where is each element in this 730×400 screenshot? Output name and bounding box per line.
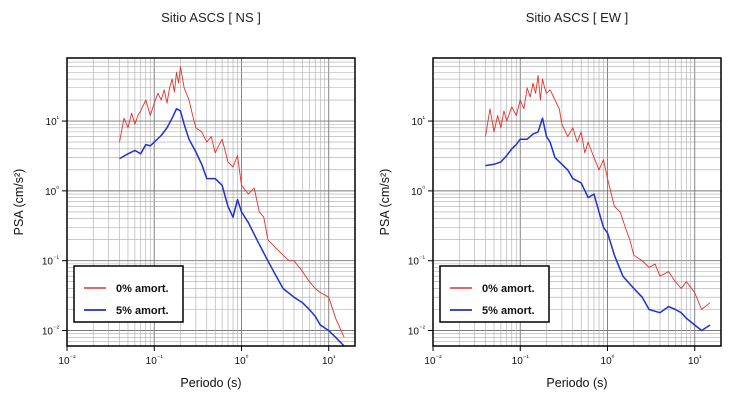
series-group bbox=[485, 74, 711, 332]
y-axis-ticks: 10⁻² 10⁻¹ 10⁰ 10¹ bbox=[42, 116, 67, 338]
chart-panel-ns: Sitio ASCS [ NS ] 10⁻² 10⁻¹ 10⁰ 10¹ 10⁻²10⁻… bbox=[12, 10, 356, 390]
x-tick-label: 10¹ bbox=[322, 355, 336, 367]
legend-label-5pct: 5% amort. bbox=[116, 305, 169, 317]
y-tick-label: 10⁻¹ bbox=[42, 256, 60, 268]
chart-title: Sitio ASCS [ NS ] bbox=[161, 10, 261, 25]
legend: 0% amort. 5% amort. bbox=[439, 265, 550, 323]
x-tick-label: 10⁻¹ bbox=[512, 355, 530, 367]
series-group bbox=[119, 66, 345, 347]
gridlines bbox=[432, 57, 722, 347]
y-tick-label: 10⁻² bbox=[408, 326, 426, 338]
x-tick-label: 10¹ bbox=[688, 355, 702, 367]
series-line-5pct bbox=[119, 108, 345, 347]
y-axis-label: PSA (cm/s²) bbox=[378, 169, 392, 236]
plot-frame bbox=[66, 57, 356, 347]
x-axis-label: Periodo (s) bbox=[180, 376, 241, 390]
legend-box bbox=[73, 265, 184, 323]
series-line-5pct bbox=[485, 117, 711, 332]
chart-panel-ew: Sitio ASCS [ EW ] 10⁻² 10⁻¹ 10⁰ 10¹ 10⁻²10⁻… bbox=[378, 10, 722, 390]
x-axis-ticks: 10⁻² 10⁻¹ 10⁰ 10¹ bbox=[58, 346, 336, 367]
legend-label-0pct: 0% amort. bbox=[482, 283, 535, 295]
x-tick-label: 10⁰ bbox=[601, 354, 615, 367]
y-tick-label: 10¹ bbox=[412, 116, 426, 128]
y-tick-label: 10⁰ bbox=[411, 185, 425, 198]
y-tick-label: 10⁰ bbox=[45, 185, 59, 198]
y-axis-label: PSA (cm/s²) bbox=[12, 169, 26, 236]
legend-box bbox=[439, 265, 550, 323]
legend-label-0pct: 0% amort. bbox=[116, 283, 169, 295]
x-axis-label: Periodo (s) bbox=[546, 376, 607, 390]
x-tick-label: 10⁰ bbox=[235, 354, 249, 367]
y-axis-ticks: 10⁻² 10⁻¹ 10⁰ 10¹ bbox=[408, 116, 433, 338]
y-tick-label: 10⁻² bbox=[42, 326, 60, 338]
series-line-0pct bbox=[485, 74, 711, 310]
x-tick-label: 10⁻² bbox=[424, 355, 442, 367]
x-tick-label: 10⁻² bbox=[58, 355, 76, 367]
x-tick-label: 10⁻¹ bbox=[146, 355, 164, 367]
y-tick-label: 10⁻¹ bbox=[408, 256, 426, 268]
chart-title: Sitio ASCS [ EW ] bbox=[526, 10, 629, 25]
y-tick-label: 10¹ bbox=[46, 116, 60, 128]
plot-frame bbox=[432, 57, 722, 347]
legend: 0% amort. 5% amort. bbox=[73, 265, 184, 323]
series-line-0pct bbox=[119, 66, 345, 338]
legend-label-5pct: 5% amort. bbox=[482, 305, 535, 317]
x-axis-ticks: 10⁻² 10⁻¹ 10⁰ 10¹ bbox=[424, 346, 702, 367]
